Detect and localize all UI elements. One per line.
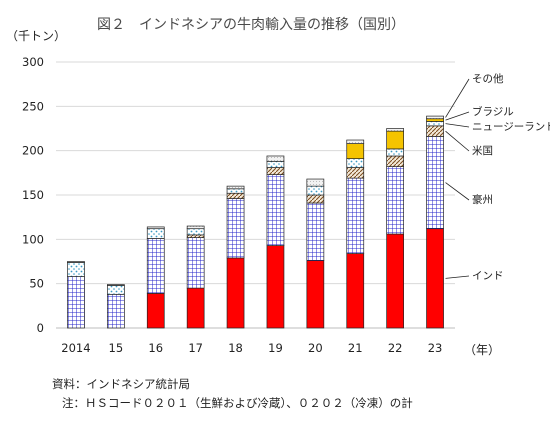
bar-segment	[67, 276, 85, 329]
bar-segment	[346, 143, 365, 159]
bar-segment	[186, 287, 205, 329]
bar-segment	[266, 167, 285, 175]
y-tick-label: 100	[22, 232, 44, 246]
bar-segment	[226, 188, 245, 194]
bar-segment	[426, 136, 444, 230]
bar-segment	[386, 233, 404, 329]
bars	[67, 115, 444, 329]
bar-segment	[426, 228, 444, 329]
legend-label: 米国	[472, 144, 493, 157]
y-axis-unit: （千トン）	[6, 29, 66, 43]
legend-leader-line	[445, 130, 470, 152]
y-axis-ticks: 0 50 100 150 200 250 300	[22, 55, 44, 335]
x-tick-label: 19	[268, 341, 283, 355]
bar-segment	[346, 177, 365, 254]
bar-segment	[106, 293, 125, 329]
bar-segment	[186, 225, 205, 230]
bar-segment	[106, 285, 125, 295]
x-tick-label: 15	[109, 341, 124, 355]
legend-leader-line	[445, 182, 470, 201]
bar-segment	[226, 257, 245, 329]
bar-segment	[346, 167, 365, 179]
bar-segment	[426, 118, 444, 122]
x-tick-label: 16	[148, 341, 163, 355]
source-note: 資料：インドネシア統計局	[52, 377, 190, 391]
legend-leader-line	[445, 111, 470, 121]
y-tick-label: 300	[22, 55, 44, 69]
x-tick-label: 17	[188, 341, 203, 355]
bar-segment	[386, 128, 404, 132]
bar-segment	[386, 130, 404, 150]
legend-label: ブラジル	[472, 105, 514, 118]
bar-segment	[306, 194, 325, 204]
x-tick-label: 21	[348, 341, 363, 355]
legend-label: その他	[472, 72, 504, 85]
footnote: 注：ＨＳコード０２０１（生鮮および冷蔵）、０２０２（冷凍）の計	[62, 396, 413, 410]
bar-segment	[146, 293, 165, 329]
bar-segment	[186, 234, 205, 238]
y-tick-label: 0	[37, 321, 44, 335]
bar-segment	[386, 155, 404, 167]
bar-segment	[226, 198, 245, 259]
bar-segment	[266, 155, 285, 162]
legend-label: 豪州	[472, 193, 493, 206]
legend-label: インド	[472, 270, 504, 282]
bar-segment	[266, 174, 285, 246]
x-tick-label: 20	[308, 341, 323, 355]
bar-segment	[306, 260, 325, 329]
legend-label: ニュージーランド	[472, 121, 550, 133]
bar-segment	[67, 261, 85, 263]
bar-segment	[146, 238, 165, 294]
y-tick-label: 50	[29, 277, 44, 291]
x-tick-label: 22	[388, 341, 403, 355]
bar-segment	[306, 185, 325, 196]
x-axis-ticks: 2014 15 16 17 18 19 20 21 22 23	[61, 341, 442, 355]
y-tick-label: 250	[22, 99, 44, 113]
bar-segment	[346, 139, 365, 144]
x-tick-label: 23	[428, 341, 443, 355]
legend-leader-line	[445, 78, 470, 118]
y-tick-label: 150	[22, 188, 44, 202]
bar-segment	[346, 158, 365, 168]
bar-segment	[266, 245, 285, 329]
bar-segment	[226, 185, 245, 190]
bar-segment	[266, 160, 285, 168]
bar-segment	[426, 125, 444, 137]
bar-segment	[186, 237, 205, 289]
y-tick-label: 200	[22, 144, 44, 158]
gridlines	[56, 61, 455, 329]
chart-title: 図２ インドネシアの牛肉輸入量の推移（国別）	[97, 17, 405, 33]
bar-segment	[67, 262, 85, 277]
bar-segment	[426, 121, 444, 127]
bar-segment	[226, 192, 245, 199]
bar-segment	[106, 284, 125, 286]
bar-segment	[146, 226, 165, 230]
bar-segment	[186, 228, 205, 236]
x-tick-label: 18	[228, 341, 243, 355]
bar-segment	[386, 148, 404, 157]
bar-segment	[386, 166, 404, 235]
bar-segment	[306, 202, 325, 261]
x-tick-label: 2014	[61, 341, 90, 355]
legend-leader-line	[445, 275, 470, 279]
bar-segment	[306, 178, 325, 187]
bar-segment	[146, 228, 165, 239]
bar-segment	[426, 115, 444, 120]
x-axis-unit: （年）	[464, 343, 500, 357]
bar-segment	[346, 253, 365, 329]
legend-leader-line	[445, 123, 470, 128]
